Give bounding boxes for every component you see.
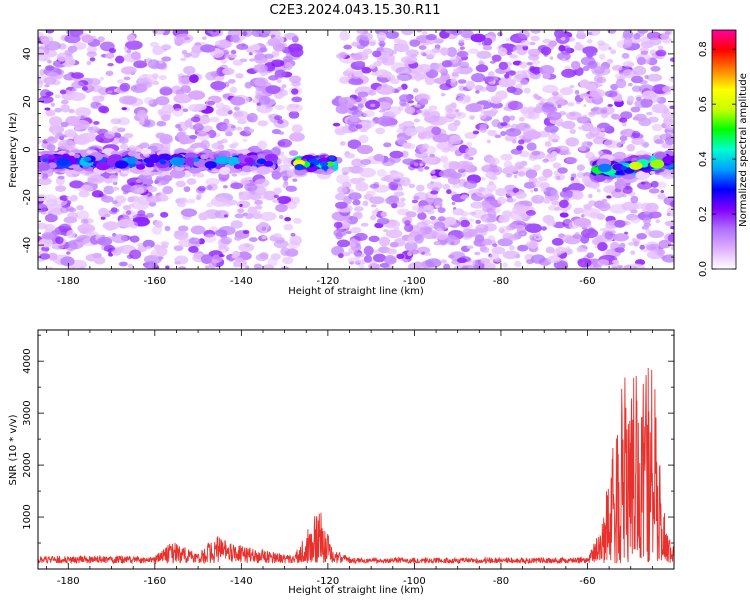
chart-title: C2E3.2024.043.15.30.R11: [269, 3, 440, 18]
y-tick-label: -40: [22, 237, 33, 253]
x-tick-label: -80: [493, 276, 509, 287]
snr-series-line: [38, 367, 674, 565]
x-tick-label: -140: [230, 576, 253, 587]
y-tick-label: 4000: [22, 348, 33, 373]
colorbar-ticks: 0.0 0.2 0.4 0.6 0.8: [698, 41, 736, 277]
x-tick-label: -180: [57, 576, 80, 587]
y-tick-label: 3000: [22, 400, 33, 425]
snr-y-axis: 1000 2000 3000 4000: [22, 334, 674, 570]
snr-frame: [37, 329, 675, 570]
x-tick-label: -80: [493, 576, 509, 587]
spectrogram-panel: -180 -160 -140 -120 -100 -80 -60 -40 -20 0 20 40 H…: [8, 29, 675, 297]
x-tick-label: -60: [579, 576, 595, 587]
x-tick-label: -120: [317, 576, 340, 587]
y-tick-label: 20: [22, 95, 33, 108]
y-tick-label: 40: [22, 48, 33, 61]
y-tick-label: 2000: [22, 452, 33, 477]
x-tick-label: -140: [230, 276, 253, 287]
x-tick-label: -100: [403, 576, 426, 587]
colorbar-label: Normalized spectral amplitude: [738, 73, 749, 227]
snr-y-axis-label: SNR (10 * v/v): [8, 414, 19, 485]
snr-panel: -180 -160 -140 -120 -100 -80 -60 1000 2000 3000 4…: [8, 329, 675, 596]
x-tick-label: -160: [143, 576, 166, 587]
spectrogram-plot-area: [38, 30, 674, 269]
snr-x-axis: -180 -160 -140 -120 -100 -80 -60: [46, 330, 675, 587]
snr-x-axis-label: Height of straight line (km): [288, 585, 424, 596]
spectrogram-y-axis: -40 -20 0 20 40: [22, 29, 674, 270]
colorbar-tick-label: 0.4: [698, 151, 709, 167]
colorbar-gradient: [711, 29, 737, 270]
colorbar-tick-label: 0.6: [698, 96, 709, 112]
colorbar-tick-label: 0.0: [698, 261, 709, 277]
colorbar: 0.0 0.2 0.4 0.6 0.8 Normalized spectral ampl…: [698, 29, 749, 277]
spectrogram-x-axis-label: Height of straight line (km): [288, 286, 424, 297]
colorbar-tick-label: 0.2: [698, 206, 709, 222]
spectrogram-y-axis-label: Frequency (Hz): [8, 112, 19, 188]
y-tick-label: -20: [22, 189, 33, 205]
x-tick-label: -180: [57, 276, 80, 287]
x-tick-label: -60: [579, 276, 595, 287]
x-tick-label: -100: [403, 276, 426, 287]
x-tick-label: -160: [143, 276, 166, 287]
colorbar-tick-label: 0.8: [698, 41, 709, 57]
y-tick-label: 0: [22, 146, 33, 152]
x-tick-label: -120: [317, 276, 340, 287]
spectrogram-x-axis: -180 -160 -140 -120 -100 -80 -60: [46, 30, 675, 287]
y-tick-label: 1000: [22, 504, 33, 529]
